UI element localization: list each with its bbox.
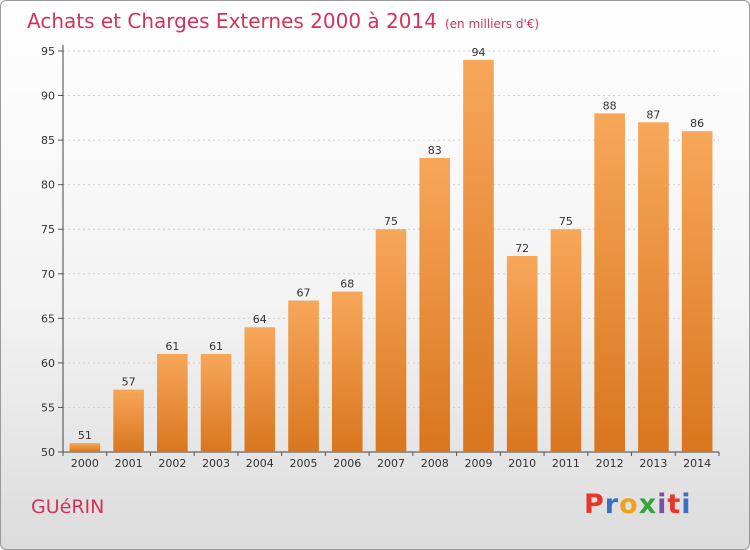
x-tick-label: 2011 (552, 457, 580, 470)
chart-title: Achats et Charges Externes 2000 à 2014 (e… (27, 9, 539, 33)
x-tick-label: 2012 (596, 457, 624, 470)
x-tick-label: 2004 (246, 457, 274, 470)
data-label: 61 (209, 340, 223, 353)
logo-letter: i (681, 489, 692, 520)
bar (69, 443, 101, 452)
y-tick-label: 80 (41, 179, 55, 192)
y-tick-label: 75 (41, 223, 55, 236)
data-label: 86 (690, 117, 704, 130)
x-tick-label: 2006 (333, 457, 361, 470)
bar (550, 229, 582, 452)
bar (419, 157, 451, 452)
x-tick-label: 2010 (508, 457, 536, 470)
y-tick-label: 60 (41, 357, 55, 370)
data-label: 72 (515, 242, 529, 255)
logo-letter: r (604, 489, 620, 520)
y-tick-label: 65 (41, 312, 55, 325)
data-label: 64 (253, 313, 267, 326)
y-tick-label: 55 (41, 401, 55, 414)
logo-letter: P (584, 489, 605, 520)
y-tick-label: 90 (41, 90, 55, 103)
bar (594, 113, 625, 452)
data-label: 57 (122, 376, 136, 389)
bar (113, 389, 144, 452)
data-label: 83 (428, 144, 442, 157)
bar (506, 255, 538, 452)
data-label: 61 (165, 340, 179, 353)
y-tick-label: 70 (41, 268, 55, 281)
bar (288, 300, 319, 452)
data-label: 75 (384, 215, 398, 228)
x-tick-label: 2008 (421, 457, 449, 470)
y-tick-label: 85 (41, 134, 55, 147)
bar (200, 353, 232, 452)
bar (157, 353, 188, 452)
bar (638, 122, 669, 453)
data-label: 68 (340, 278, 354, 291)
data-label: 88 (603, 99, 617, 112)
data-label: 75 (559, 215, 573, 228)
bar (375, 229, 407, 452)
y-tick-label: 95 (41, 45, 55, 58)
x-tick-label: 2001 (115, 457, 143, 470)
x-tick-label: 2000 (71, 457, 99, 470)
x-tick-label: 2003 (202, 457, 230, 470)
bar (331, 291, 363, 452)
logo-letter: i (657, 489, 668, 520)
data-label: 87 (646, 108, 660, 121)
unit-text: (en milliers d'€) (444, 17, 540, 31)
data-label: 94 (471, 46, 485, 59)
title-text: Achats et Charges Externes 2000 à 2014 (27, 9, 437, 33)
logo-letter: o (619, 489, 639, 520)
bar (681, 131, 713, 452)
logo-letter: x (638, 489, 658, 520)
proxiti-logo: Proxiti (584, 489, 692, 520)
data-label: 51 (78, 429, 92, 442)
x-tick-label: 2013 (639, 457, 667, 470)
x-tick-label: 2014 (683, 457, 711, 470)
y-tick-label: 50 (41, 446, 55, 459)
x-tick-label: 2007 (377, 457, 405, 470)
bar (463, 59, 494, 453)
logo-letter: t (667, 489, 682, 520)
town-name: GUéRIN (31, 496, 105, 518)
bar (244, 327, 276, 452)
x-tick-label: 2002 (158, 457, 186, 470)
data-label: 67 (297, 287, 311, 300)
x-tick-label: 2005 (290, 457, 318, 470)
x-tick-label: 2009 (464, 457, 492, 470)
